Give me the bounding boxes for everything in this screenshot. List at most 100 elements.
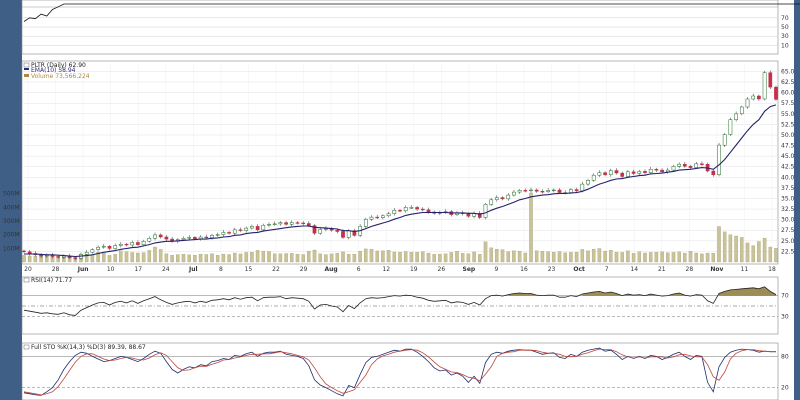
candle-body [631,171,636,174]
ema-legend-label: EMA(10) 58.94 [31,67,76,74]
candle-body [193,237,197,239]
volume-bar [124,251,129,263]
price-ytick-label: 60.0 [781,90,795,97]
volume-bar [631,253,636,263]
candle-body [597,172,602,176]
volume-bar [648,252,653,263]
volume-legend-swatch [24,74,29,77]
x-tick-label: 19 [410,266,418,273]
candle-body [426,209,431,213]
x-tick-label: 7 [605,266,609,273]
candle-body [113,245,118,249]
x-tick-label: 6 [357,266,361,273]
candle-body [608,170,613,175]
candle-body [381,215,385,218]
stochastic-legend-swatch [23,344,30,350]
candle-body [136,242,140,245]
candle-body [580,183,585,192]
candle-body [261,224,266,231]
candle-body [284,222,288,225]
candle-body [494,197,499,200]
candle-body [643,171,647,173]
volume-bar [198,253,203,263]
volume-bar [460,253,465,263]
rsi-line [23,286,777,316]
volume-bar [603,250,607,263]
volume-bar [489,247,493,263]
volume-bar [170,255,174,263]
candle-body [56,256,61,258]
volume-bar [534,250,539,263]
candle-body [688,166,693,168]
volume-bar [443,253,448,263]
candle-body [147,238,152,242]
candle-body [392,210,397,214]
price-ytick-label: 27.5 [781,227,795,234]
volume-ytick-label: 100M [3,245,20,252]
volume-bar [546,251,550,263]
volume-ytick-label: 400M [3,204,20,211]
candle-body [620,172,625,177]
candle-body [278,222,283,225]
candle-body [363,218,368,227]
x-tick-label: 22 [272,266,280,273]
candle-body [682,163,687,167]
volume-ytick-label: 500M [3,191,20,198]
x-tick-label: 28 [686,266,694,273]
candle-body [267,224,271,226]
candle-body [768,72,773,88]
price-legend: PLTR (Daily) 62.90 EMA(10) 58.94 Volume … [23,62,90,80]
x-tick-label: Aug [325,266,338,273]
volume-bar [523,252,528,263]
candle-body [141,241,146,245]
volume-bar [609,250,613,263]
candle-body [335,229,340,232]
top-ytick-label: 50 [781,24,789,31]
candle-body [523,190,528,192]
volume-bar [369,249,374,263]
volume-bar [341,251,345,263]
volume-bar [540,251,545,263]
volume-bar [705,252,710,263]
x-tick-label: 29 [300,266,308,273]
volume-bar [301,254,305,263]
volume-bar [591,249,596,263]
candle-body [295,222,300,224]
volume-bar [233,252,237,263]
volume-bar [158,249,163,263]
rsi-panel [21,276,779,335]
candle-body [215,234,220,236]
candle-body [614,170,619,174]
candle-body [158,234,163,238]
volume-bar [352,254,357,263]
candle-body [751,95,756,100]
candle-body [198,236,203,239]
price-ytick-label: 52.5 [781,121,795,128]
volume-bar [677,251,681,263]
volume-bar [512,250,516,263]
volume-bar [688,251,693,263]
candle-body [232,229,237,234]
candle-body [84,252,89,255]
volume-bar [141,252,146,263]
candle-body [101,246,106,248]
volume-bar [574,252,579,263]
candle-body [574,189,579,192]
volume-bar [307,250,311,263]
volume-bar [580,249,585,263]
x-tick-label: 24 [162,266,170,273]
candle-body [221,232,226,235]
candle-body [369,216,374,220]
volume-bar [637,251,642,263]
volume-bar [626,250,630,263]
volume-bar [751,245,755,263]
volume-bar [329,253,334,263]
x-tick-label: 26 [438,266,446,273]
volume-bar [421,251,425,263]
volume-bar [409,252,414,263]
x-tick-label: 28 [52,266,60,273]
volume-bar [711,253,716,263]
volume-bar [244,252,248,263]
volume-bar [643,252,647,263]
volume-bar [284,253,288,263]
